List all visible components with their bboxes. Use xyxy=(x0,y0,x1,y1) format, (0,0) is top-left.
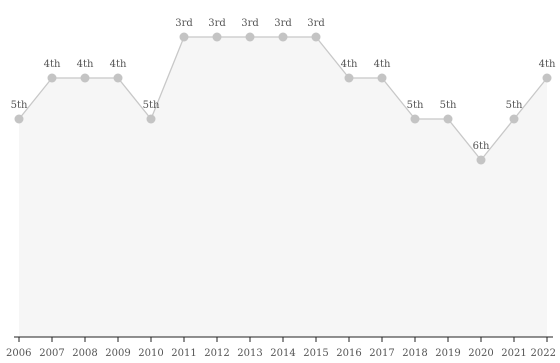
x-tick-label: 2014 xyxy=(270,348,295,359)
data-point xyxy=(542,73,552,83)
x-tick-label: 2008 xyxy=(72,348,97,359)
series-area xyxy=(19,37,547,337)
data-label: 6th xyxy=(473,141,490,152)
x-tick-label: 2018 xyxy=(402,348,427,359)
data-label: 4th xyxy=(341,59,358,70)
data-label: 3rd xyxy=(175,18,193,29)
data-label: 3rd xyxy=(307,18,325,29)
x-tick-label: 2009 xyxy=(105,348,130,359)
data-label: 4th xyxy=(539,59,556,70)
x-tick-label: 2007 xyxy=(39,348,64,359)
data-label: 4th xyxy=(374,59,391,70)
data-point xyxy=(476,155,486,165)
data-label: 5th xyxy=(440,100,457,111)
data-point xyxy=(146,114,156,124)
data-point xyxy=(212,32,222,42)
data-label: 4th xyxy=(44,59,61,70)
data-point xyxy=(14,114,24,124)
x-tick-label: 2021 xyxy=(501,348,526,359)
data-label: 4th xyxy=(110,59,127,70)
data-label: 3rd xyxy=(241,18,259,29)
data-label: 5th xyxy=(407,100,424,111)
data-point xyxy=(410,114,420,124)
data-label: 3rd xyxy=(274,18,292,29)
data-point xyxy=(443,114,453,124)
data-label: 5th xyxy=(506,100,523,111)
data-point xyxy=(344,73,354,83)
x-tick-label: 2006 xyxy=(6,348,31,359)
data-point xyxy=(278,32,288,42)
data-label: 4th xyxy=(77,59,94,70)
data-point xyxy=(80,73,90,83)
data-point xyxy=(509,114,519,124)
x-tick-label: 2017 xyxy=(369,348,394,359)
data-label: 3rd xyxy=(208,18,226,29)
x-tick-label: 2013 xyxy=(237,348,262,359)
data-label: 5th xyxy=(11,100,28,111)
data-point xyxy=(113,73,123,83)
data-point xyxy=(179,32,189,42)
x-tick-label: 2015 xyxy=(303,348,328,359)
data-point xyxy=(377,73,387,83)
x-tick-label: 2019 xyxy=(435,348,460,359)
x-tick-label: 2016 xyxy=(336,348,361,359)
data-point xyxy=(311,32,321,42)
data-label: 5th xyxy=(143,100,160,111)
x-tick-label: 2010 xyxy=(138,348,163,359)
x-tick-label: 2022 xyxy=(531,348,556,359)
x-tick-label: 2020 xyxy=(468,348,493,359)
data-point xyxy=(47,73,57,83)
x-tick-label: 2012 xyxy=(204,348,229,359)
x-tick-label: 2011 xyxy=(171,348,196,359)
data-point xyxy=(245,32,255,42)
